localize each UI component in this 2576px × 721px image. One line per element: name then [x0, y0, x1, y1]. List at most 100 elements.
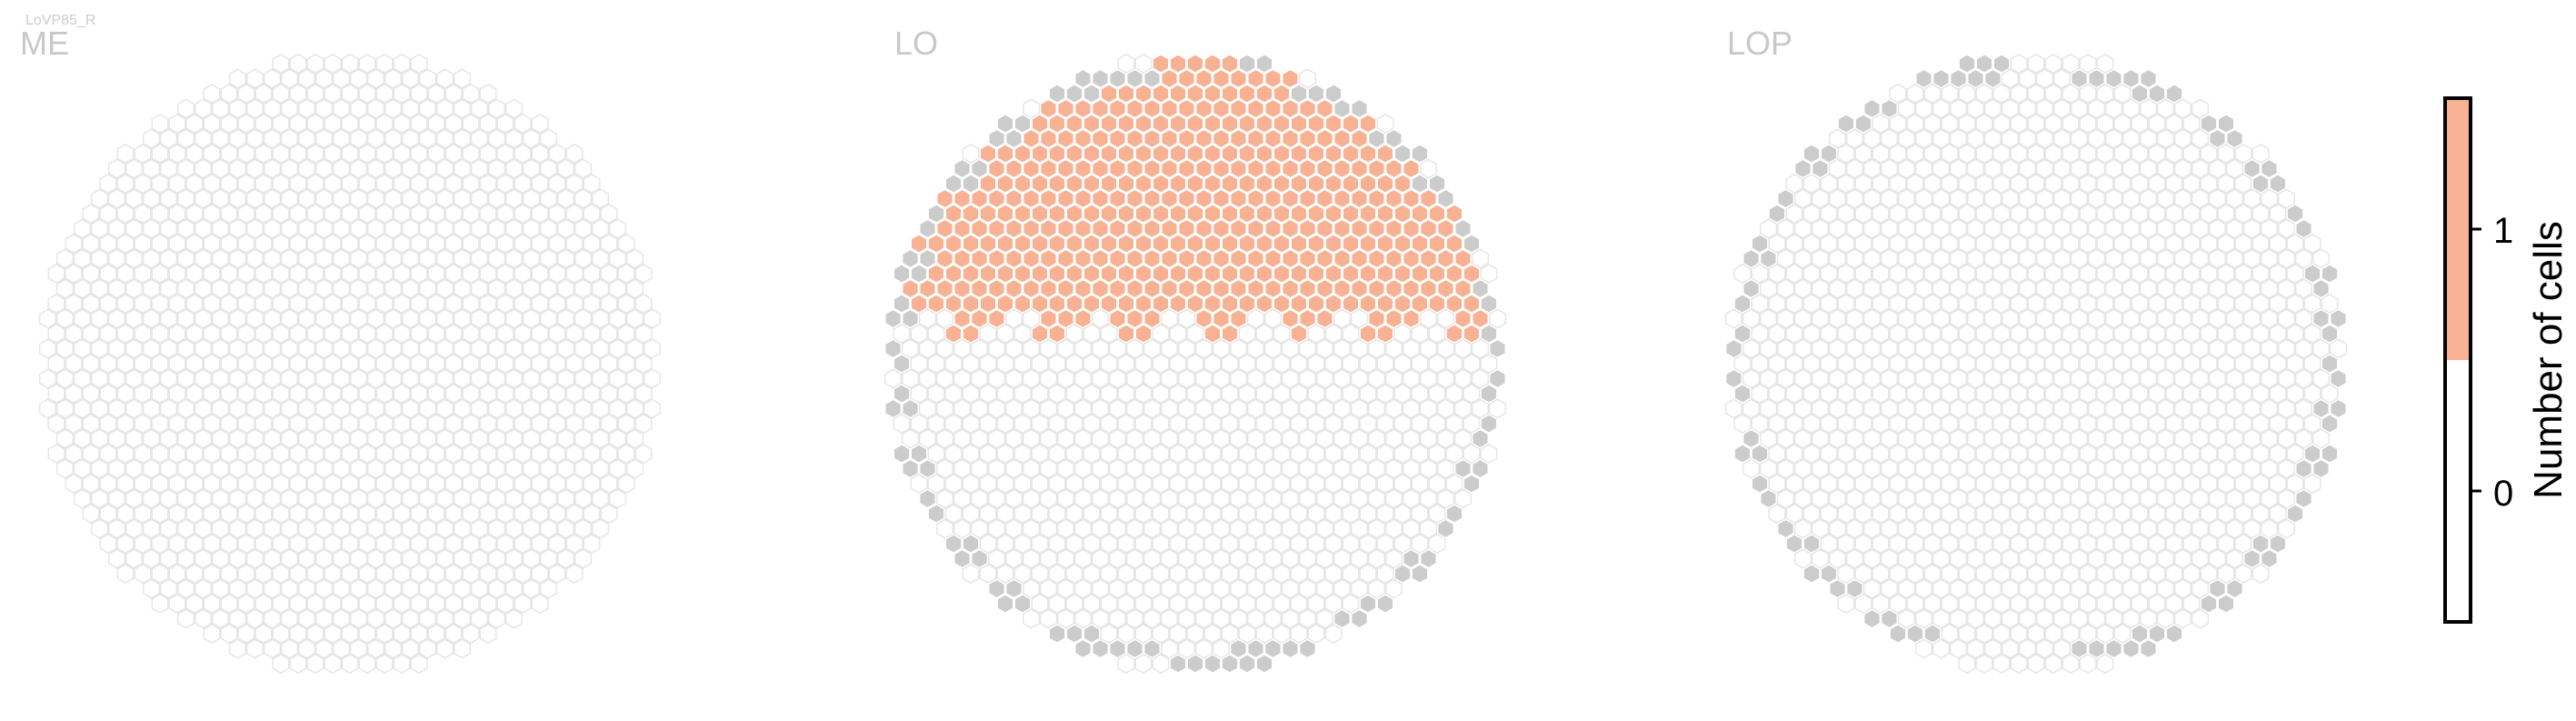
hex-cell-empty [280, 488, 299, 509]
hex-cell-outside [910, 263, 928, 285]
hex-cell-empty [1212, 608, 1231, 629]
hex-cell-empty [1186, 593, 1204, 615]
hex-cell-empty [496, 353, 514, 375]
hex-cell-empty [1419, 338, 1438, 359]
hex-cell-empty [2260, 338, 2279, 359]
hex-cell-empty [203, 353, 221, 375]
hex-cell-empty [556, 398, 575, 419]
hex-cell-filled [1194, 128, 1213, 149]
hex-cell-empty [1880, 518, 1899, 539]
panel-title-lop: LOP [1727, 25, 1792, 62]
hex-cell-empty [1983, 278, 2002, 299]
hex-cell-empty [2104, 548, 2123, 569]
hex-cell-empty [2269, 233, 2287, 255]
hex-cell-empty [1958, 323, 1976, 345]
hex-cell-outside [1091, 638, 1110, 659]
hex-cell-empty [272, 443, 290, 465]
hex-cell-empty [444, 113, 463, 135]
hex-cell-empty [1889, 263, 1907, 285]
hex-cell-empty [1376, 383, 1394, 405]
hex-cell-empty [1793, 218, 1812, 239]
hex-cell-empty [996, 383, 1014, 405]
hex-cell-empty [1958, 143, 1976, 165]
hex-cell-empty [1221, 563, 1239, 585]
hex-cell-empty [1932, 158, 1951, 179]
hex-cell-empty [142, 158, 161, 179]
hex-cell-empty [462, 293, 480, 315]
hex-cell-empty [1958, 233, 1976, 255]
hex-cell-filled [1359, 293, 1377, 315]
hex-cell-empty [1463, 353, 1481, 375]
hex-cell-filled [1004, 218, 1023, 239]
hex-cell-empty [1290, 623, 1308, 645]
hex-cell-empty [1983, 368, 2002, 389]
hex-cell-empty [462, 233, 480, 255]
hex-cell-empty [2001, 578, 2020, 599]
hex-cell-filled [1350, 278, 1369, 299]
hex-cell-empty [1073, 488, 1093, 509]
hex-cell-empty [1125, 548, 1144, 569]
hex-cell-empty [1031, 443, 1049, 465]
hex-cell-filled [1083, 203, 1101, 225]
hex-cell-empty [2252, 503, 2270, 525]
hex-cell-empty [608, 458, 627, 479]
hex-cell-empty [470, 338, 489, 359]
hex-cell-empty [2044, 83, 2062, 105]
hex-cell-empty [2269, 203, 2287, 225]
hex-cell-empty [47, 323, 65, 345]
hex-cell-outside [1724, 338, 1743, 359]
hex-cell-empty [237, 83, 255, 105]
hex-cell-empty [1837, 383, 1855, 405]
hex-cell-empty [1837, 293, 1855, 315]
hex-cell-empty [462, 563, 480, 585]
hex-cell-empty [2018, 188, 2037, 209]
hex-cell-empty [1411, 383, 1429, 405]
hex-cell-empty [574, 158, 593, 179]
hex-cell-filled [1048, 203, 1066, 225]
hex-cell-empty [444, 383, 463, 405]
hex-cell-empty [341, 113, 359, 135]
hex-cell-empty [2087, 518, 2106, 539]
hex-cell-filled [1419, 218, 1438, 239]
hex-cell-empty [107, 278, 126, 299]
hex-cell-empty [1983, 518, 2002, 539]
hex-cell-empty [1073, 398, 1093, 419]
hex-cell-filled [1324, 293, 1343, 315]
hex-cell-filled [1281, 158, 1300, 179]
hex-cell-empty [1376, 413, 1394, 435]
hex-cell-empty [2052, 548, 2072, 569]
hex-cell-empty [1333, 518, 1352, 539]
hex-cell-empty [1949, 458, 1968, 479]
hex-cell-empty [1802, 443, 1821, 465]
hex-cell-empty [220, 563, 238, 585]
hex-cell-filled [1342, 203, 1360, 225]
hex-cell-empty [1820, 473, 1838, 495]
hex-cell-filled [1083, 293, 1101, 315]
hex-cell-empty [306, 83, 324, 105]
hex-cell-empty [470, 158, 489, 179]
hex-cell-empty [1828, 458, 1847, 479]
hex-cell-empty [1932, 338, 1951, 359]
hex-cell-empty [151, 203, 169, 225]
hex-cell-empty [1941, 143, 1959, 165]
hex-cell-filled [1083, 113, 1101, 135]
hex-cell-filled [1350, 218, 1369, 239]
hex-cell-empty [366, 398, 385, 419]
hex-cell-empty [90, 428, 109, 449]
hex-cell-filled [1221, 263, 1239, 285]
hex-cell-empty [539, 128, 558, 149]
hex-cell-empty [263, 608, 282, 629]
hex-cell-empty [1083, 563, 1101, 585]
hex-cell-empty [2286, 263, 2304, 285]
hex-cell-empty [487, 188, 506, 209]
hex-cell-empty [401, 518, 420, 539]
hex-cell-empty [2062, 533, 2080, 555]
hex-cell-filled [935, 218, 954, 239]
hex-cell-empty [2173, 308, 2192, 329]
hex-cell-empty [332, 218, 351, 239]
hex-cell-empty [297, 548, 316, 569]
hex-cell-filled [1273, 173, 1291, 195]
hex-cell-empty [332, 278, 351, 299]
hex-cell-empty [168, 443, 186, 465]
hex-cell-empty [1897, 308, 1916, 329]
